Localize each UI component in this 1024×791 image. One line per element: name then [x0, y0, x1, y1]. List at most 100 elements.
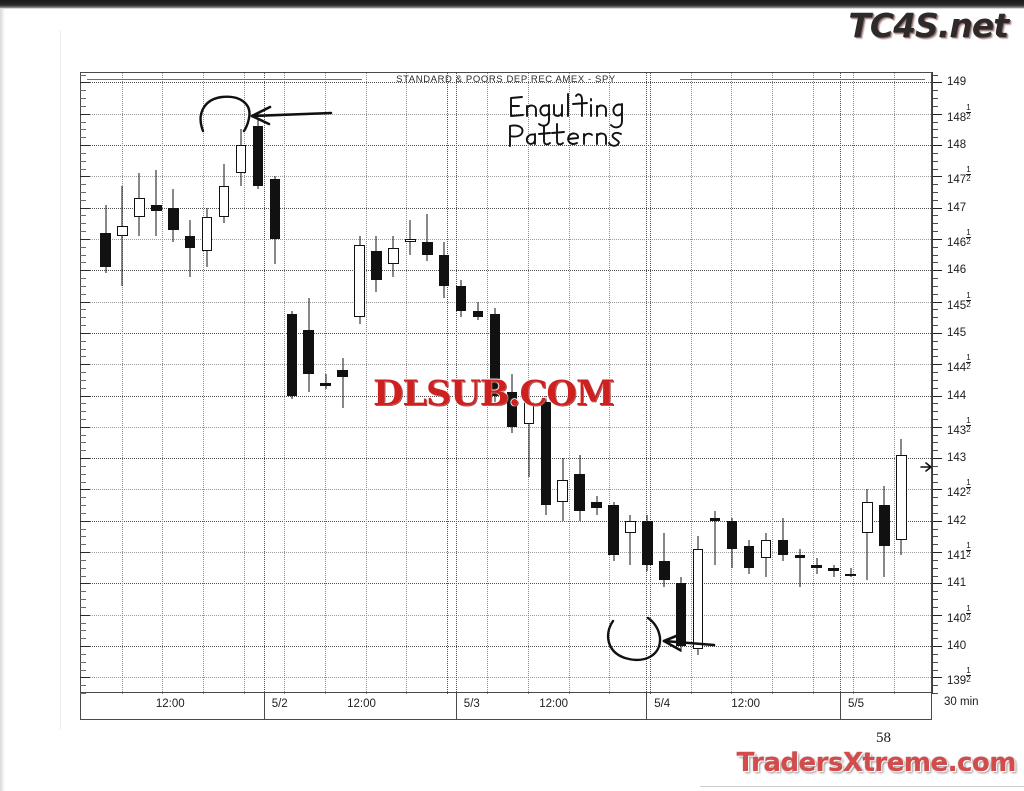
- grid-line-horizontal: [81, 145, 931, 147]
- candle-body-bearish: [811, 564, 822, 568]
- grid-line-vertical: [812, 73, 814, 694]
- left-axis-tick: [80, 559, 86, 561]
- price-axis-tick: [933, 505, 938, 507]
- grid-line-vertical: [243, 73, 245, 694]
- candlestick: [388, 73, 399, 693]
- candlestick: [659, 73, 670, 693]
- candlestick: [269, 73, 281, 693]
- price-axis-tick: [933, 442, 938, 444]
- grid-line-day-separator: [455, 73, 457, 694]
- candle-body-bearish: [726, 520, 738, 549]
- left-axis-tick: [80, 309, 86, 311]
- price-axis-tick: [933, 599, 938, 601]
- candle-body-bearish: [591, 501, 602, 509]
- candlestick: [117, 73, 128, 693]
- tradersxtreme-logo: TradersXtreme.com: [736, 748, 1017, 778]
- grid-line-horizontal: [81, 489, 931, 491]
- candlestick: [845, 73, 856, 693]
- price-axis-tick: [933, 450, 938, 452]
- left-axis-tick: [80, 176, 90, 178]
- price-axis-tick: [933, 536, 938, 538]
- price-axis-tick: [933, 575, 938, 577]
- left-axis-tick: [80, 552, 90, 554]
- price-axis-tick: [933, 168, 938, 170]
- candlestick: [523, 73, 535, 693]
- price-axis-tick: [933, 544, 938, 546]
- candlestick: [676, 73, 687, 693]
- candlestick: [286, 73, 298, 693]
- candlestick: [100, 73, 111, 693]
- price-axis-tick: [933, 231, 938, 233]
- candlestick: [726, 73, 738, 693]
- price-axis-tick: [933, 661, 938, 663]
- left-axis-tick: [80, 591, 86, 593]
- price-axis-tick: [933, 403, 938, 405]
- candlestick: [540, 73, 552, 693]
- grid-line-day-separator: [263, 73, 265, 694]
- grid-line-horizontal: [81, 113, 931, 115]
- candle-body-bullish: [862, 501, 873, 534]
- price-axis-tick: [933, 583, 942, 585]
- price-axis-label: 145: [947, 326, 967, 339]
- price-axis-tick: [933, 559, 938, 561]
- candle-wick: [714, 511, 716, 565]
- price-axis-tick: [933, 473, 938, 475]
- x-axis-label: 12:00: [731, 698, 761, 710]
- left-axis-tick: [80, 599, 86, 601]
- left-axis-tick: [80, 113, 90, 115]
- candlestick: [557, 73, 568, 693]
- candle-body-bearish: [676, 583, 687, 647]
- price-axis-label: 140: [947, 640, 967, 653]
- left-axis-tick: [80, 254, 86, 256]
- left-axis-tick: [80, 152, 86, 154]
- left-axis-tick: [80, 82, 90, 84]
- price-axis-tick: [933, 372, 938, 374]
- left-axis-tick: [80, 638, 86, 640]
- price-axis-label: 146 1 2: [947, 227, 971, 249]
- candlestick: [354, 73, 365, 693]
- price-axis-tick: [933, 426, 942, 428]
- candle-wick: [833, 564, 835, 578]
- price-axis-tick: [933, 121, 938, 123]
- left-axis-tick: [80, 473, 86, 475]
- price-axis-tick: [933, 622, 938, 624]
- candlestick: [252, 73, 264, 693]
- price-axis-tick: [933, 207, 942, 209]
- left-axis-tick: [80, 317, 86, 319]
- candlestick: [777, 73, 789, 693]
- grid-line-day-separator: [840, 73, 842, 694]
- candle-body-bearish: [659, 561, 670, 581]
- candlestick: [506, 73, 518, 693]
- grid-line-vertical: [121, 73, 123, 694]
- scan-top-edge: [0, 0, 1024, 9]
- left-axis-tick: [80, 364, 90, 366]
- grid-line-vertical: [203, 73, 205, 694]
- candle-body-bullish: [354, 245, 365, 318]
- price-axis-tick: [933, 630, 938, 632]
- price-axis-tick: [933, 285, 938, 287]
- price-axis-tick: [933, 614, 942, 616]
- left-axis-tick: [80, 685, 86, 687]
- candlestick: [184, 73, 196, 693]
- price-axis-tick: [933, 434, 938, 436]
- candle-body-bearish: [455, 285, 467, 311]
- candle-body-bullish: [760, 539, 772, 559]
- price-axis-tick: [933, 191, 938, 193]
- candlestick: [151, 73, 162, 693]
- candle-body-bearish: [574, 473, 585, 512]
- candle-wick: [342, 357, 344, 409]
- grid-line-horizontal: [81, 364, 931, 366]
- candle-body-bearish: [252, 126, 264, 186]
- left-axis-tick: [80, 497, 86, 499]
- watermark: DLSUB.COM: [372, 372, 615, 415]
- grid-line-vertical: [446, 73, 448, 694]
- candlestick: [303, 73, 314, 693]
- price-axis-tick: [933, 90, 938, 92]
- grid-line-horizontal: [81, 583, 931, 585]
- x-axis-label: 5/5: [848, 698, 864, 710]
- price-axis-tick: [933, 262, 938, 264]
- price-axis-tick: [933, 591, 938, 593]
- left-axis-tick: [80, 646, 90, 648]
- price-axis-tick: [933, 152, 938, 154]
- price-axis-tick: [933, 82, 942, 84]
